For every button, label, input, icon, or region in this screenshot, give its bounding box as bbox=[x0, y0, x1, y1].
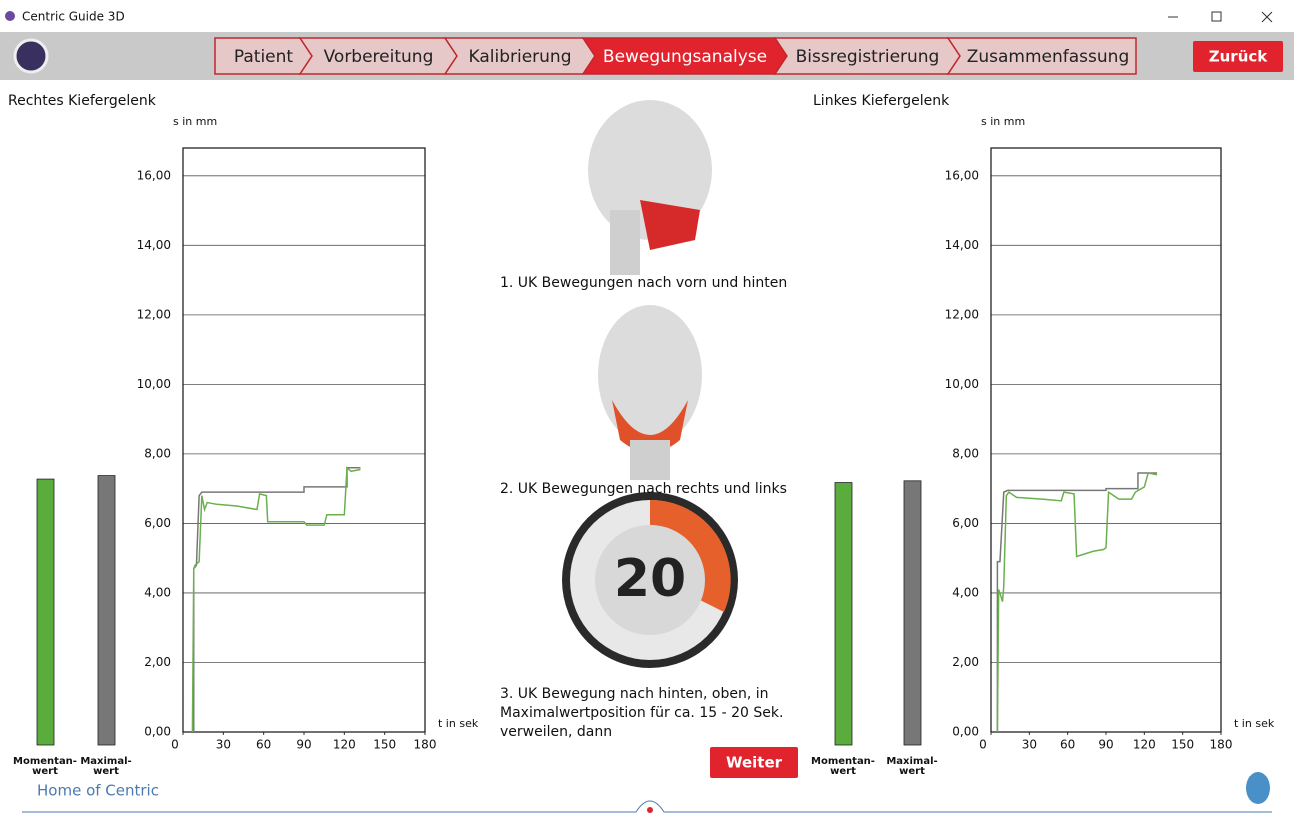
y-tick-label: 14,00 bbox=[945, 238, 979, 252]
y-tick-label: 6,00 bbox=[144, 516, 171, 530]
nav-step-label: Patient bbox=[234, 47, 294, 67]
x-tick-label: 180 bbox=[1210, 738, 1233, 752]
nav-step-label: Zusammenfassung bbox=[967, 47, 1130, 67]
bar-label: wert bbox=[32, 766, 58, 777]
y-tick-label: 6,00 bbox=[952, 516, 979, 530]
y-tick-label: 2,00 bbox=[144, 655, 171, 669]
nav-step-label: Vorbereitung bbox=[324, 47, 434, 67]
x-tick-label: 90 bbox=[296, 738, 311, 752]
window-title: Centric Guide 3D bbox=[22, 10, 125, 24]
level-bar bbox=[97, 475, 116, 746]
bar-label: Maximal- bbox=[886, 756, 937, 767]
y-tick-label: 12,00 bbox=[945, 307, 979, 321]
head-icon bbox=[1246, 772, 1270, 804]
bar-label: Momentan- bbox=[811, 756, 875, 767]
x-tick-label: 0 bbox=[171, 738, 179, 752]
x-tick-label: 60 bbox=[1060, 738, 1075, 752]
nav-step-label: Bissregistrierung bbox=[796, 47, 940, 67]
bar-label: Momentan- bbox=[13, 756, 77, 767]
page-indicator bbox=[647, 807, 653, 813]
instruction-text: Maximalwertposition für ca. 15 - 20 Sek. bbox=[500, 705, 783, 721]
level-bar bbox=[834, 482, 853, 746]
y-tick-label: 14,00 bbox=[137, 238, 171, 252]
x-tick-label: 30 bbox=[1022, 738, 1037, 752]
x-tick-label: 0 bbox=[979, 738, 987, 752]
logo bbox=[13, 38, 49, 74]
footer-line bbox=[22, 800, 1272, 813]
y-tick-label: 10,00 bbox=[137, 377, 171, 391]
y-tick-label: 8,00 bbox=[144, 446, 171, 460]
x-tick-label: 120 bbox=[1133, 738, 1156, 752]
skull-side-image bbox=[588, 100, 712, 275]
back-button[interactable] bbox=[1193, 41, 1283, 72]
app-icon bbox=[5, 11, 15, 21]
x-tick-label: 60 bbox=[256, 738, 271, 752]
bar-label: Maximal- bbox=[80, 756, 131, 767]
title-bar bbox=[0, 0, 1294, 32]
y-axis-label: s in mm bbox=[173, 115, 217, 128]
timer-dial bbox=[562, 492, 738, 668]
x-tick-label: 150 bbox=[373, 738, 396, 752]
bar-label: wert bbox=[899, 766, 925, 777]
y-tick-label: 2,00 bbox=[952, 655, 979, 669]
x-tick-label: 90 bbox=[1098, 738, 1113, 752]
x-axis-label: t in sek bbox=[438, 717, 479, 730]
level-bar bbox=[36, 478, 55, 746]
y-axis-label: s in mm bbox=[981, 115, 1025, 128]
chart-title: Rechtes Kiefergelenk bbox=[8, 93, 157, 109]
x-tick-label: 30 bbox=[216, 738, 231, 752]
instruction-text: 1. UK Bewegungen nach vorn und hinten bbox=[500, 275, 787, 291]
plot-frame bbox=[182, 147, 426, 733]
instruction-text: verweilen, dann bbox=[500, 724, 612, 740]
y-tick-label: 4,00 bbox=[952, 585, 979, 599]
next-button[interactable] bbox=[710, 747, 798, 778]
close-button[interactable] bbox=[1261, 11, 1273, 23]
next-button-label: Weiter bbox=[726, 754, 783, 772]
x-tick-label: 120 bbox=[333, 738, 356, 752]
restore-button[interactable] bbox=[1211, 11, 1222, 22]
data-line bbox=[996, 472, 1158, 733]
data-line bbox=[996, 472, 1158, 732]
y-tick-label: 0,00 bbox=[952, 725, 979, 739]
y-tick-label: 4,00 bbox=[144, 585, 171, 599]
y-tick-label: 8,00 bbox=[952, 446, 979, 460]
level-bar bbox=[903, 480, 922, 746]
y-tick-label: 16,00 bbox=[945, 168, 979, 182]
skull-front-image bbox=[598, 305, 702, 480]
timer-value: 20 bbox=[614, 549, 686, 609]
x-tick-label: 180 bbox=[414, 738, 437, 752]
nav-step-label: Bewegungsanalyse bbox=[603, 47, 767, 67]
plot-frame bbox=[990, 147, 1222, 733]
instructions: 20 bbox=[562, 100, 738, 668]
instruction-text: 2. UK Bewegungen nach rechts und links bbox=[500, 481, 787, 497]
y-tick-label: 16,00 bbox=[137, 168, 171, 182]
chart-title: Linkes Kiefergelenk bbox=[813, 93, 950, 109]
bar-label: wert bbox=[830, 766, 856, 777]
x-tick-label: 150 bbox=[1171, 738, 1194, 752]
y-tick-label: 10,00 bbox=[945, 377, 979, 391]
nav-step[interactable] bbox=[946, 37, 1137, 75]
instruction-text: 3. UK Bewegung nach hinten, oben, in bbox=[500, 686, 769, 702]
back-button-label: Zurück bbox=[1209, 48, 1269, 66]
y-tick-label: 12,00 bbox=[137, 307, 171, 321]
y-tick-label: 0,00 bbox=[144, 725, 171, 739]
data-line bbox=[191, 466, 361, 733]
nav-step-label: Kalibrierung bbox=[468, 47, 571, 67]
footer-brand: Home of Centric bbox=[37, 782, 159, 800]
x-axis-label: t in sek bbox=[1234, 717, 1275, 730]
bar-label: wert bbox=[93, 766, 119, 777]
data-line bbox=[193, 467, 361, 732]
